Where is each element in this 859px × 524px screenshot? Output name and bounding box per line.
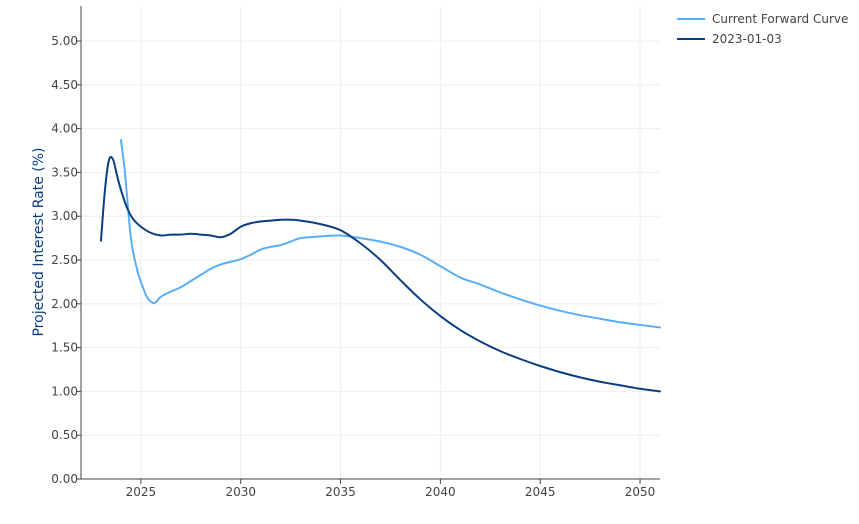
y-tick-label: 2.50 [51,253,78,267]
gridlines [81,6,660,479]
y-tick-label: 1.50 [51,341,78,355]
x-tick-label: 2050 [625,485,656,499]
series-lines [99,139,661,393]
legend: Current Forward Curve 2023-01-03 [677,12,848,46]
y-tick-label: 3.00 [51,209,78,223]
y-tick-label: 5.00 [51,34,78,48]
y-tick-label: 4.50 [51,78,78,92]
y-tick-label: 1.00 [51,384,78,398]
series-line-0 [119,139,661,329]
x-tick-label: 2030 [225,485,256,499]
legend-label-1: 2023-01-03 [712,32,782,46]
y-tick-label: 0.50 [51,428,78,442]
y-tick-label: 3.50 [51,165,78,179]
legend-label-0: Current Forward Curve [712,12,848,26]
x-tick-label: 2040 [425,485,456,499]
y-tick-label: 0.00 [51,472,78,486]
x-tick-label: 2025 [126,485,157,499]
y-axis-title: Projected Interest Rate (%) [31,147,47,336]
x-tick-label: 2035 [325,485,356,499]
y-tick-label: 2.00 [51,297,78,311]
y-tick-label: 4.00 [51,122,78,136]
axes: 0.00 0.50 1.00 1.50 2.00 2.50 3.00 3.50 4.00 4.50… [51,6,660,499]
series-line-1 [99,155,661,393]
x-tick-label: 2045 [525,485,556,499]
